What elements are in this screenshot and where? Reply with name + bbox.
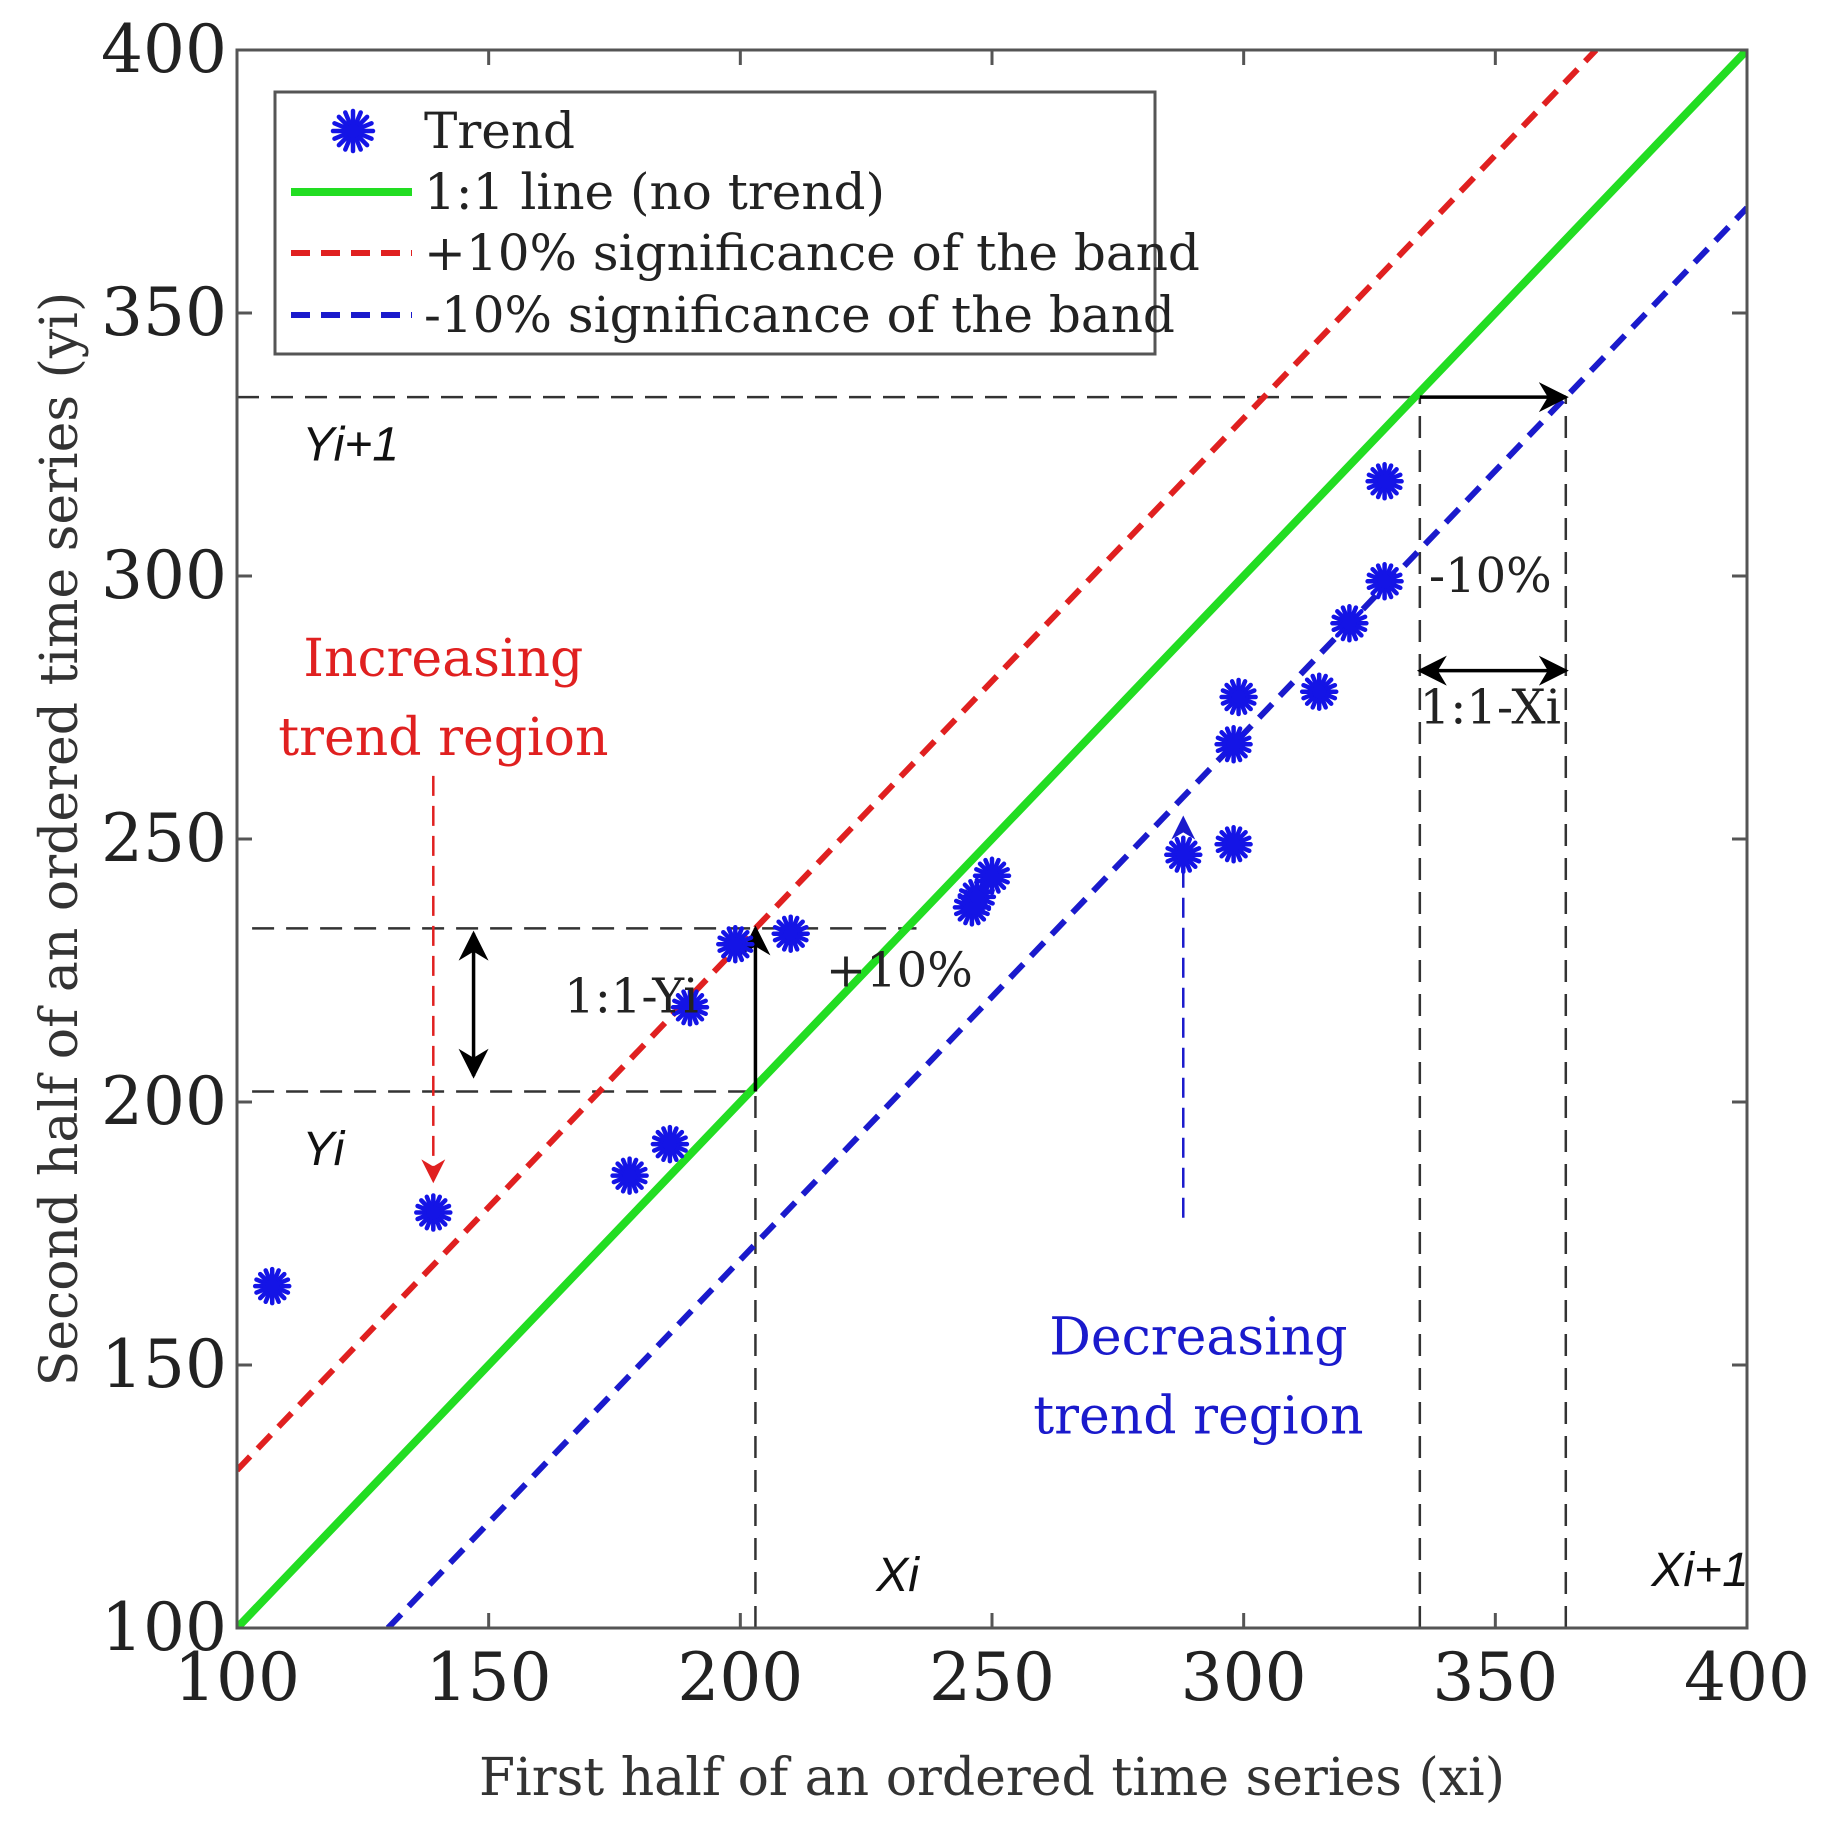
annotation-label-yi: Yi — [302, 1123, 345, 1176]
y-tick-label-350: 350 — [101, 274, 227, 351]
annotation-label-plus10: +10% — [826, 942, 973, 998]
series-line-2 — [237, 50, 1599, 1473]
trend-point-4 — [650, 1124, 690, 1164]
trend-point-6 — [716, 924, 755, 964]
trend-point-10 — [972, 856, 1012, 896]
y-tick-label-300: 300 — [101, 537, 227, 614]
x-tick-label-150: 150 — [426, 1639, 552, 1716]
series-line-3 — [385, 205, 1747, 1628]
trend-point-7 — [771, 914, 810, 953]
x-tick-label-250: 250 — [929, 1639, 1055, 1716]
annotation-label-increasing-1: Increasing — [303, 629, 583, 689]
y-tick-label-200: 200 — [101, 1063, 227, 1140]
annotation-label-xi: Xi — [875, 1549, 920, 1602]
trend-point-13 — [1214, 725, 1253, 764]
annotation-label-xi1: Xi+1 — [1650, 1544, 1748, 1597]
legend-box — [273, 90, 1157, 356]
x-tick-label-350: 350 — [1432, 1639, 1558, 1716]
y-tick-label-100: 100 — [101, 1589, 227, 1666]
trend-point-1 — [252, 1266, 292, 1306]
legend-label-1-1-line: 1:1 line (no trend) — [424, 163, 885, 221]
x-tick-label-200: 200 — [677, 1639, 803, 1716]
y-tick-label-250: 250 — [101, 800, 227, 877]
trend-point-5 — [670, 988, 710, 1027]
series-line-1 — [237, 50, 1747, 1628]
trend-point-18 — [1365, 462, 1404, 501]
annotation-label-1-1-yi: 1:1-Yi — [564, 969, 698, 1025]
trend-point-17 — [1365, 562, 1404, 601]
legend-label-minus10: -10% significance of the band — [424, 286, 1175, 344]
annotation-label-decreasing-2: trend region — [1033, 1386, 1363, 1446]
legend-label-plus10: +10% significance of the band — [424, 224, 1200, 282]
legend-marker-trend — [330, 108, 376, 154]
x-tick-label-400: 400 — [1684, 1639, 1810, 1716]
x-tick-label-100: 100 — [174, 1639, 300, 1716]
y-axis-label: Second half of an ordered time series (y… — [30, 292, 90, 1386]
trend-point-3 — [610, 1156, 649, 1195]
annotation-label-1-1-xi: 1:1-Xi — [1420, 679, 1561, 735]
y-tick-label-400: 400 — [101, 11, 227, 88]
trend-point-14 — [1219, 677, 1258, 717]
trend-point-2 — [414, 1193, 453, 1232]
annotation-label-minus10: -10% — [1429, 548, 1552, 604]
annotation-label-decreasing-1: Decreasing — [1049, 1307, 1347, 1367]
annotation-label-yi1: Yi+1 — [302, 418, 399, 471]
trend-point-12 — [1214, 825, 1253, 864]
annotation-label-increasing-2: trend region — [278, 708, 608, 768]
x-tick-label-300: 300 — [1181, 1639, 1307, 1716]
legend: Trend 1:1 line (no trend) +10% significa… — [273, 90, 1200, 356]
trend-point-16 — [1330, 604, 1369, 643]
x-axis-label: First half of an ordered time series (xi… — [479, 1748, 1505, 1808]
y-tick-label-150: 150 — [101, 1326, 227, 1403]
legend-label-trend: Trend — [424, 102, 575, 160]
trend-point-11 — [1164, 835, 1203, 875]
trend-point-15 — [1299, 672, 1339, 711]
